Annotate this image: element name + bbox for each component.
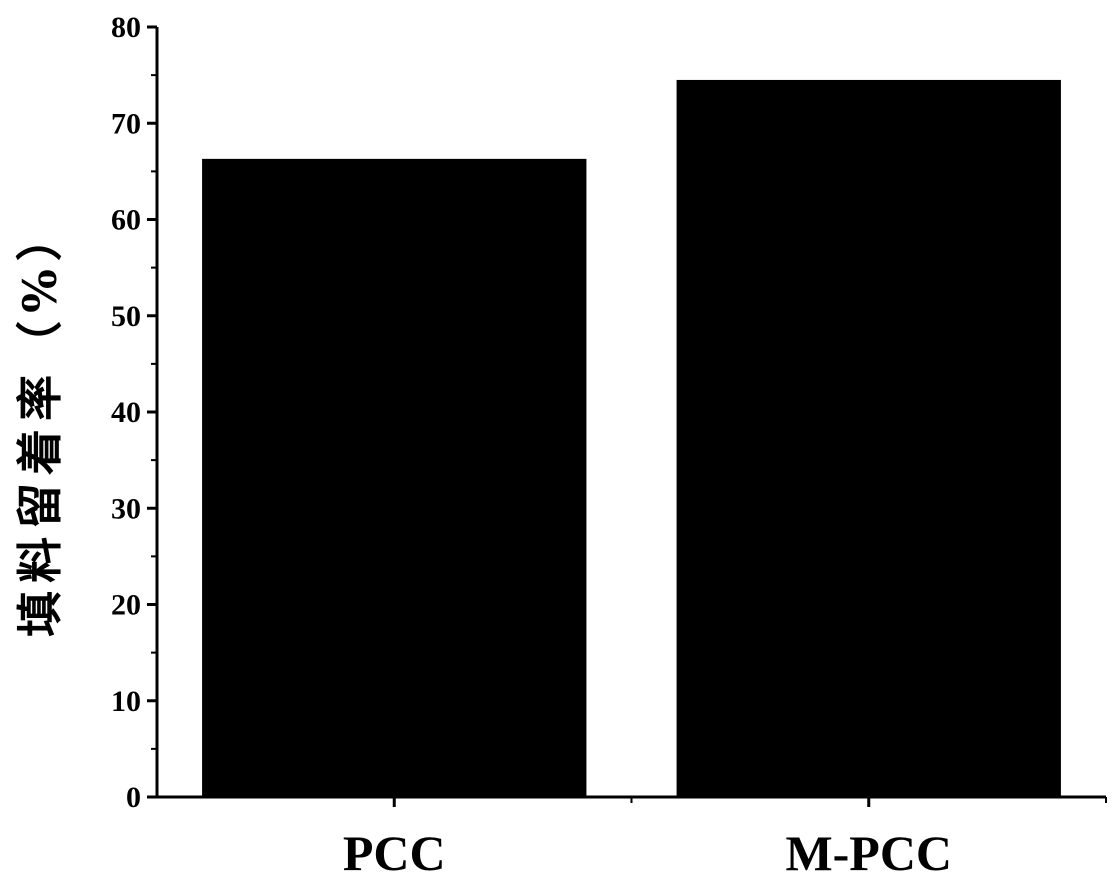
x-tick-label: M-PCC [785, 825, 952, 875]
bar-m-pcc [677, 80, 1061, 797]
bar-pcc [202, 159, 586, 797]
y-tick-label: 40 [111, 396, 141, 429]
y-tick-label: 20 [111, 589, 141, 622]
y-tick-label: 60 [111, 204, 141, 237]
y-ticks-group: 0 10 20 30 40 50 60 70 80 [111, 11, 157, 814]
x-tick-label: PCC [343, 825, 446, 875]
y-tick-label: 0 [126, 781, 141, 814]
y-tick-label: 10 [111, 685, 141, 718]
y-tick-label: 50 [111, 300, 141, 333]
y-axis-title: 填料留着率（%） [13, 207, 67, 637]
bars-group [202, 80, 1061, 797]
y-tick-label: 30 [111, 492, 141, 525]
y-tick-label: 80 [111, 11, 141, 44]
x-ticks-group: PCC M-PCC [343, 797, 1106, 875]
y-tick-label: 70 [111, 107, 141, 140]
